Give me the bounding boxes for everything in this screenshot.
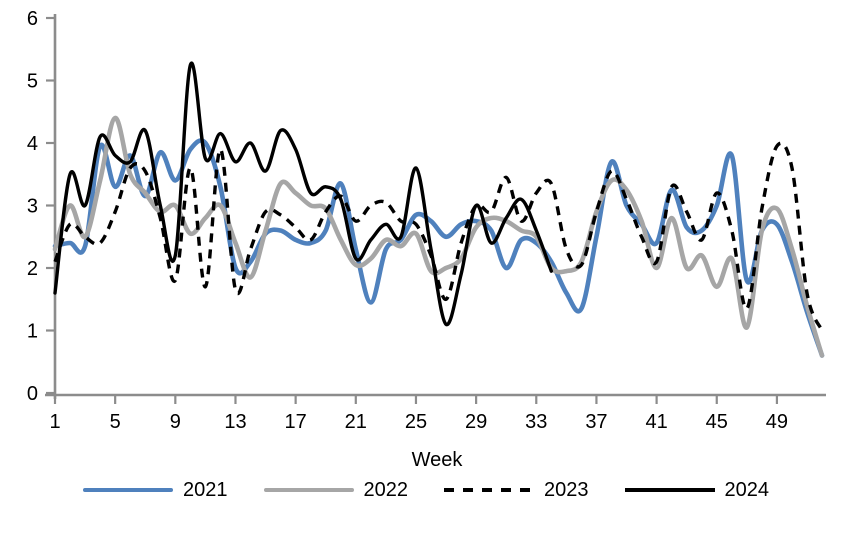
legend-label-2024: 2024	[724, 479, 770, 501]
legend-line-2023-icon	[444, 488, 534, 492]
x-tick-label: 17	[285, 411, 307, 433]
legend-item-2022: 2022	[263, 479, 409, 501]
x-tick-label: 5	[110, 411, 121, 433]
x-tick-label: 13	[224, 411, 246, 433]
legend: 2021 2022 2023 2024	[0, 480, 852, 500]
x-tick-label: 1	[49, 411, 60, 433]
y-tick-label: 1	[27, 321, 38, 343]
legend-label-2022: 2022	[363, 479, 409, 501]
y-tick-label: 0	[27, 383, 38, 405]
x-tick-label: 9	[170, 411, 181, 433]
legend-label-2023: 2023	[544, 479, 589, 501]
y-tick-label: 3	[27, 196, 38, 218]
series-lines	[52, 61, 825, 358]
x-tick-label: 41	[645, 411, 667, 433]
legend-line-2024-icon	[624, 488, 715, 492]
y-tick-label: 4	[27, 133, 38, 155]
x-tick-label: 25	[405, 411, 427, 433]
x-tick-label: 45	[706, 411, 728, 433]
y-tick-label: 5	[27, 71, 38, 93]
legend-label-2021: 2021	[183, 479, 228, 501]
legend-line-2021-icon	[83, 488, 173, 492]
legend-item-2023: 2023	[444, 480, 589, 500]
x-tick-label: 37	[585, 411, 607, 433]
series-line-2024	[53, 61, 553, 327]
x-axis-title: Week	[412, 449, 464, 471]
x-tick-label: 21	[345, 411, 367, 433]
x-tick-label: 29	[465, 411, 487, 433]
legend-item-2024: 2024	[624, 479, 770, 501]
x-tick-label: 33	[525, 411, 547, 433]
series-line-2021	[52, 138, 825, 358]
legend-item-2021: 2021	[83, 480, 228, 500]
y-tick-label: 6	[27, 8, 38, 30]
y-tick-label: 2	[27, 258, 38, 280]
series-line-2022	[52, 115, 825, 358]
legend-line-2022-icon	[263, 488, 354, 492]
x-tick-label: 49	[766, 411, 788, 433]
